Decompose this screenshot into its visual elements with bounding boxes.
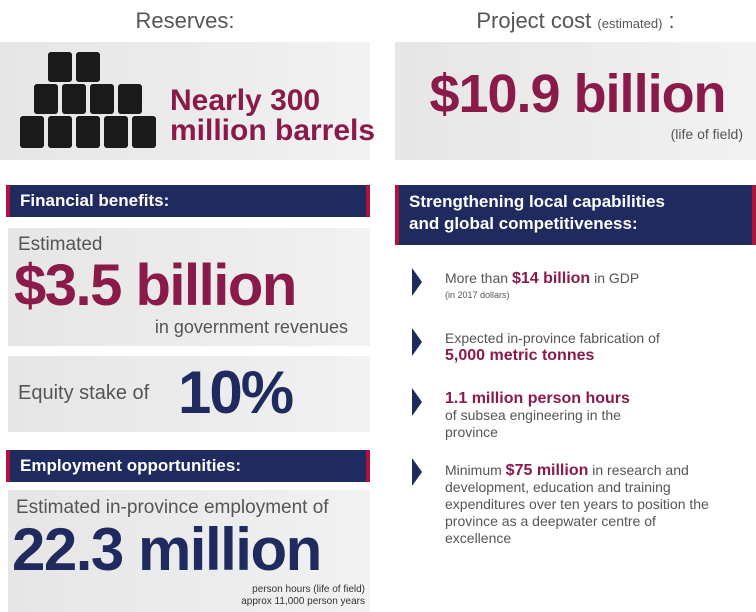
project-cost-heading: Project cost (estimated) : (395, 8, 756, 34)
reserves-line1: Nearly 300 (170, 84, 321, 117)
bullet-text: of subsea engineering in the province (445, 407, 621, 440)
project-cost-box (395, 42, 756, 160)
financial-heading: Financial benefits: (6, 185, 370, 217)
bullet-highlight: 5,000 metric tonnes (445, 347, 595, 364)
employment-box (8, 490, 370, 612)
reserves-heading: Reserves: (135, 8, 235, 33)
bullet-highlight: $75 million (505, 462, 589, 479)
employment-value: 22.3 million (12, 516, 322, 583)
bullet-arrow (412, 388, 422, 416)
project-cost-title: Project cost (476, 8, 592, 33)
bullet-note: (in 2017 dollars) (445, 290, 510, 300)
financial-note: in government revenues (154, 317, 348, 337)
bullet-text: in GDP (590, 270, 640, 286)
project-cost-colon: : (668, 8, 675, 33)
bullet-highlight: $14 billion (511, 270, 591, 287)
bullet-arrow (412, 268, 422, 296)
bullet-text: Minimum (445, 462, 506, 478)
barrels-icon (20, 52, 156, 148)
reserves-text: Nearly 300 million barrels (170, 86, 375, 146)
bullet: Expected in-province fabrication of 5,00… (445, 330, 745, 364)
financial-value: $3.5 billion (14, 253, 297, 318)
bullet-text: Expected in-province fabrication of (445, 330, 660, 346)
employment-notes: person hours (life of field) approx 11,0… (8, 584, 365, 608)
bullet-arrow (412, 328, 422, 356)
capabilities-heading-line: Strengthening local capabilities (409, 192, 665, 211)
bullet-highlight: 1.1 million person hours (445, 390, 630, 407)
financial-estimated: Estimated (18, 234, 103, 255)
capabilities-heading-line: and global competitiveness: (409, 214, 638, 233)
project-cost-note: (estimated) (597, 16, 663, 31)
employment-heading: Employment opportunities: (6, 450, 370, 482)
capabilities-heading: Strengthening local capabilities and glo… (395, 185, 756, 245)
equity-value: 10% (178, 359, 294, 426)
reserves-line2: million barrels (170, 114, 376, 147)
employment-label: Estimated in-province employment of (16, 497, 329, 518)
project-cost-value: $10.9 billion (429, 64, 726, 124)
bullet-text: in research and development, education a… (445, 462, 709, 546)
bullet: Minimum $75 million in research and deve… (445, 462, 715, 547)
bullet: 1.1 million person hours of subsea engin… (445, 390, 675, 441)
bullet: More than $14 billion in GDP (in 2017 do… (445, 270, 745, 303)
employment-note2: approx 11,000 person years (241, 596, 365, 607)
equity-label: Equity stake of (18, 382, 150, 404)
employment-note1: person hours (life of field) (252, 584, 365, 595)
bullet-arrow (412, 458, 422, 486)
equity-box (8, 356, 370, 432)
bullet-text: More than (445, 270, 512, 286)
financial-box (8, 228, 370, 346)
project-cost-life-note: (life of field) (670, 126, 743, 142)
